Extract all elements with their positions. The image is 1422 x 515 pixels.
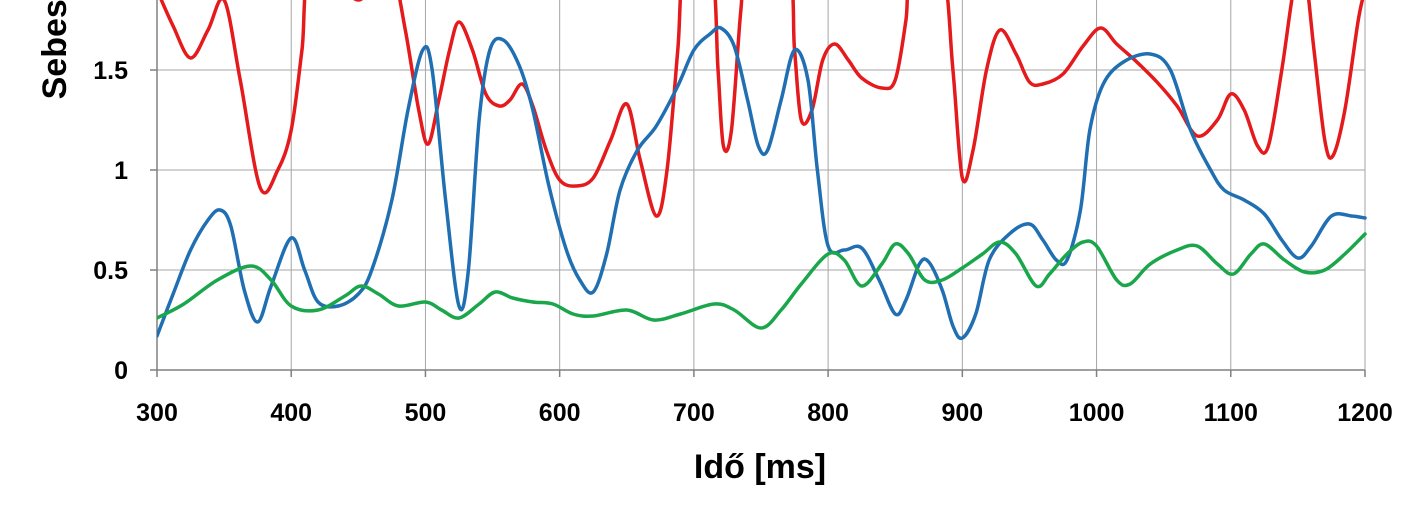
x-axis-title: Idő [ms]: [694, 448, 826, 486]
x-tick-label: 1000: [1069, 399, 1125, 427]
x-tick-label: 800: [807, 399, 849, 427]
x-tick-label: 500: [405, 399, 447, 427]
x-tick-labels: 300 400 500 600 700 800 900 1000 1100 1200: [136, 399, 1393, 427]
y-tick-labels: 0 0.5 1 1.5: [93, 57, 128, 385]
y-tick-label: 1.5: [93, 57, 128, 85]
series-green-line: [157, 232, 1367, 330]
y-tick-label: 1: [114, 157, 128, 185]
x-tick-label: 400: [270, 399, 312, 427]
x-tick-label: 900: [941, 399, 983, 427]
horizontal-gridlines: [150, 69, 1365, 371]
x-tick-label: 1200: [1337, 399, 1393, 427]
x-tick-label: 600: [539, 399, 581, 427]
series-layer: [157, 0, 1367, 341]
series-blue-line: [157, 25, 1367, 341]
axes: [156, 0, 1365, 371]
y-axis-title: Sebesség: [36, 0, 74, 99]
x-tick-label: 1100: [1204, 399, 1258, 427]
series-red-line: [159, 0, 1365, 218]
y-tick-label: 0: [114, 357, 128, 385]
x-tick-label: 300: [136, 399, 178, 427]
vertical-gridlines: [156, 0, 1366, 377]
x-tick-label: 700: [673, 399, 715, 427]
y-tick-label: 0.5: [93, 257, 128, 285]
